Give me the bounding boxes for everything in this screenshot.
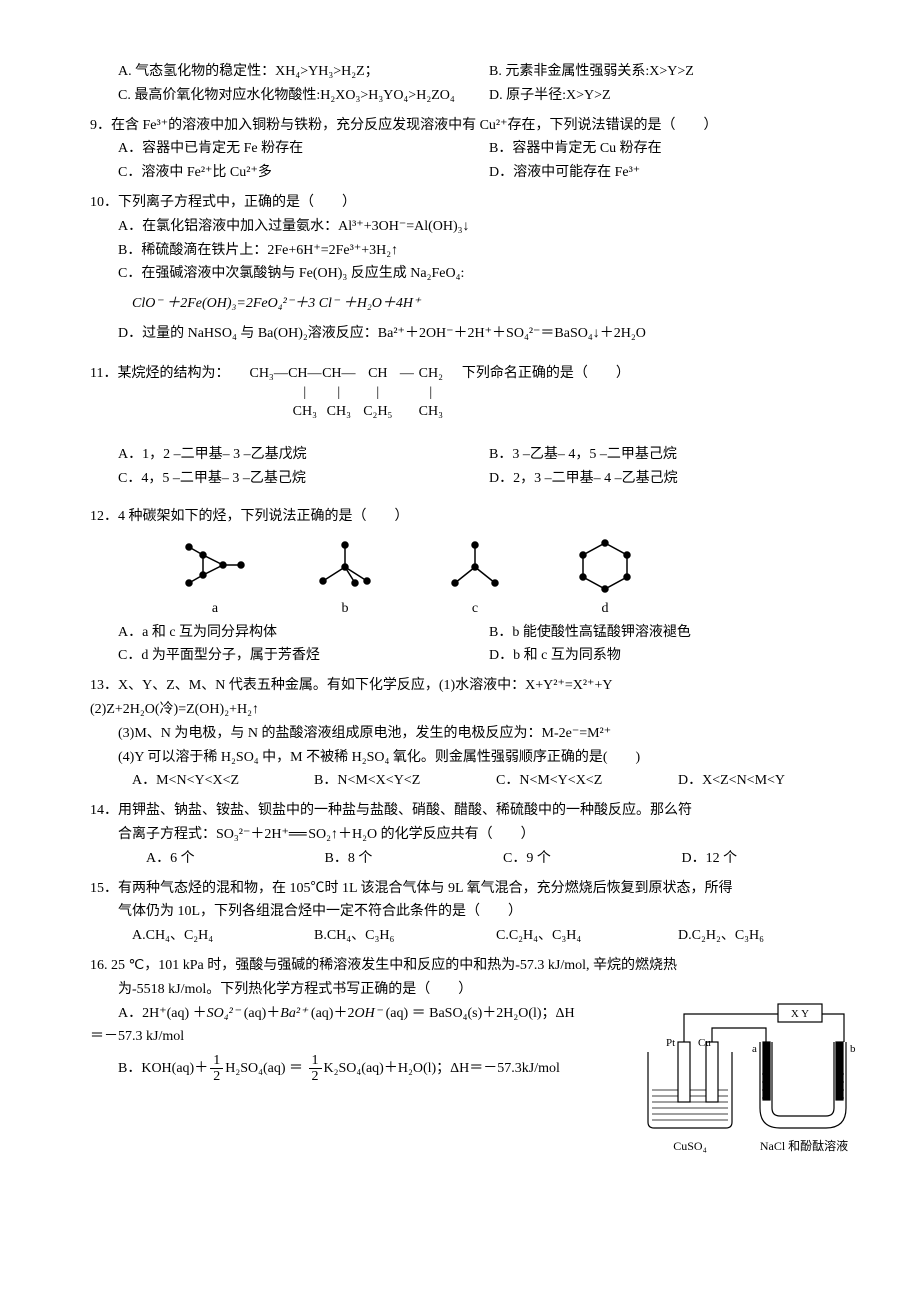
q11-opt-b: B．3 –乙基– 4，5 –二甲基己烷 (489, 443, 860, 467)
svg-text:Pt: Pt (666, 1037, 675, 1049)
q12-opt-d: D．b 和 c 互为同系物 (489, 644, 860, 668)
q14-stem2: 合离子方程式：SO₃²⁻＋2H⁺══ SO₂↑＋H₂O 的化学反应共有（ ） (90, 823, 860, 847)
q8-opt-d: D. 原子半径:X>Y>Z (489, 84, 860, 108)
q11-opt-a: A．1，2 –二甲基– 3 –乙基戊烷 (118, 443, 489, 467)
skel-b: b (305, 535, 385, 621)
question-11: 11．某烷烃的结构为： CH₃— CH— CH— CH — CH₂ CH₃— |… (90, 362, 860, 491)
question-9: 9．在含 Fe³⁺的溶液中加入铜粉与铁粉，充分反应发现溶液中有 Cu²⁺存在，下… (90, 114, 860, 185)
q14-stem1: 14．用钾盐、钠盐、铵盐、钡盐中的一种盐与盐酸、硝酸、醋酸、稀硫酸中的一种酸反应… (90, 799, 860, 823)
q13-stem2: (2)Z+2H₂O(冷)=Z(OH)₂+H₂↑ (90, 698, 860, 722)
question-10: 10．下列离子方程式中，正确的是（ ） A．在氯化铝溶液中加入过量氨水：Al³⁺… (90, 191, 860, 346)
q13-opt-d: D．X<Z<N<M<Y (678, 769, 860, 793)
question-16: 16. 25 ℃，101 kPa 时，强酸与强碱的稀溶液发生中和反应的中和热为-… (90, 954, 860, 1170)
q14-opt-c: C．9 个 (503, 847, 682, 871)
svg-text:X Y: X Y (791, 1008, 809, 1020)
q11-opt-c: C．4，5 –二甲基– 3 –乙基己烷 (118, 467, 489, 491)
q13-opt-a: A．M<N<Y<X<Z (132, 769, 314, 793)
question-13: 13．X、Y、Z、M、N 代表五种金属。有如下化学反应，(1)水溶液中：X+Y²… (90, 674, 860, 793)
q10-opt-c: C．在强碱溶液中次氯酸钠与 Fe(OH)₃ 反应生成 Na₂FeO₄: (90, 262, 860, 286)
q11-structure: CH₃— CH— CH— CH — CH₂ CH₃— | | | — | CH₃… (249, 362, 447, 424)
q13-stem1: 13．X、Y、Z、M、N 代表五种金属。有如下化学反应，(1)水溶液中：X+Y²… (90, 674, 860, 698)
skel-d: d (565, 535, 645, 621)
question-15: 15．有两种气态烃的混和物，在 105℃时 1L 该混合气体与 9L 氧气混合，… (90, 877, 860, 948)
q15-opt-d: D.C₂H₂、C₃H₆ (678, 924, 860, 948)
skel-a: a (175, 535, 255, 621)
q10-c-equation: ClO⁻ ＋2Fe(OH)₃=2FeO₄²⁻＋3 Cl⁻ ＋H₂O＋4H⁺ (90, 292, 860, 316)
svg-text:a: a (752, 1043, 757, 1055)
q15-opt-b: B.CH₄、C₃H₆ (314, 924, 496, 948)
q11-opt-d: D．2，3 –二甲基– 4 –乙基己烷 (489, 467, 860, 491)
skel-c: c (435, 535, 515, 621)
q8-opt-b: B. 元素非金属性强弱关系:X>Y>Z (489, 60, 860, 84)
q16-stem2: 为-5518 kJ/mol。下列热化学方程式书写正确的是（ ） (90, 978, 860, 1002)
q11-stem-pre: 11．某烷烃的结构为： (90, 362, 229, 386)
q13-opt-b: B．N<M<X<Y<Z (314, 769, 496, 793)
svg-text:Cu: Cu (698, 1037, 711, 1049)
q13-stem3: (3)M、N 为电极，与 N 的盐酸溶液组成原电池，发生的电极反应为：M-2e⁻… (90, 722, 860, 746)
svg-text:b: b (850, 1043, 856, 1055)
q16-stem1: 16. 25 ℃，101 kPa 时，强酸与强碱的稀溶液发生中和反应的中和热为-… (90, 954, 860, 978)
q15-stem1: 15．有两种气态烃的混和物，在 105℃时 1L 该混合气体与 9L 氧气混合，… (90, 877, 860, 901)
q12-stem: 12．4 种碳架如下的烃，下列说法正确的是（ ） (90, 505, 860, 529)
q12-skeletons: a b (150, 535, 670, 621)
q15-opt-c: C.C₂H₄、C₃H₄ (496, 924, 678, 948)
q10-opt-d: D．过量的 NaHSO₄ 与 Ba(OH)₂溶液反应：Ba²⁺＋2OH⁻＋2H⁺… (90, 322, 860, 346)
q9-stem: 9．在含 Fe³⁺的溶液中加入铜粉与铁粉，充分反应发现溶液中有 Cu²⁺存在，下… (90, 114, 860, 138)
q11-stem-post: 下列命名正确的是（ ） (462, 362, 630, 386)
q12-opt-c: C．d 为平面型分子，属于芳香烃 (118, 644, 489, 668)
svg-text:NaCl 和酚酞溶液: NaCl 和酚酞溶液 (760, 1138, 848, 1153)
q15-stem2: 气体仍为 10L，下列各组混合烃中一定不符合此条件的是（ ） (90, 900, 860, 924)
q10-opt-a: A．在氯化铝溶液中加入过量氨水：Al³⁺+3OH⁻=Al(OH)₃↓ (90, 215, 860, 239)
q12-opt-a: A．a 和 c 互为同分异构体 (118, 621, 489, 645)
q8-opt-c: C. 最高价氧化物对应水化物酸性:H₂XO₃>H₃YO₄>H₂ZO₄ (118, 84, 489, 108)
svg-text:CuSO₄: CuSO₄ (673, 1139, 707, 1153)
q9-opt-c: C．溶液中 Fe²⁺比 Cu²⁺多 (118, 161, 489, 185)
question-14: 14．用钾盐、钠盐、铵盐、钡盐中的一种盐与盐酸、硝酸、醋酸、稀硫酸中的一种酸反应… (90, 799, 860, 870)
q16-diagram: X Y Pt Cu (630, 1002, 860, 1171)
q10-stem: 10．下列离子方程式中，正确的是（ ） (90, 191, 860, 215)
q10-opt-b: B．稀硫酸滴在铁片上：2Fe+6H⁺=2Fe³⁺+3H₂↑ (90, 239, 860, 263)
q15-opt-a: A.CH₄、C₂H₄ (132, 924, 314, 948)
q9-opt-a: A．容器中已肯定无 Fe 粉存在 (118, 137, 489, 161)
q9-opt-b: B．容器中肯定无 Cu 粉存在 (489, 137, 860, 161)
q14-opt-b: B．8 个 (325, 847, 504, 871)
question-8-opts: A. 气态氢化物的稳定性：XH₄>YH₃>H₂Z； B. 元素非金属性强弱关系:… (90, 60, 860, 108)
q13-stem4: (4)Y 可以溶于稀 H₂SO₄ 中，M 不被稀 H₂SO₄ 氧化。则金属性强弱… (90, 746, 860, 770)
question-12: 12．4 种碳架如下的烃，下列说法正确的是（ ） a (90, 505, 860, 668)
q8-opt-a: A. 气态氢化物的稳定性：XH₄>YH₃>H₂Z； (118, 60, 489, 84)
q14-opt-a: A．6 个 (146, 847, 325, 871)
q14-opt-d: D．12 个 (682, 847, 861, 871)
q13-opt-c: C．N<M<Y<X<Z (496, 769, 678, 793)
q9-opt-d: D．溶液中可能存在 Fe³⁺ (489, 161, 860, 185)
q12-opt-b: B．b 能使酸性高锰酸钾溶液褪色 (489, 621, 860, 645)
